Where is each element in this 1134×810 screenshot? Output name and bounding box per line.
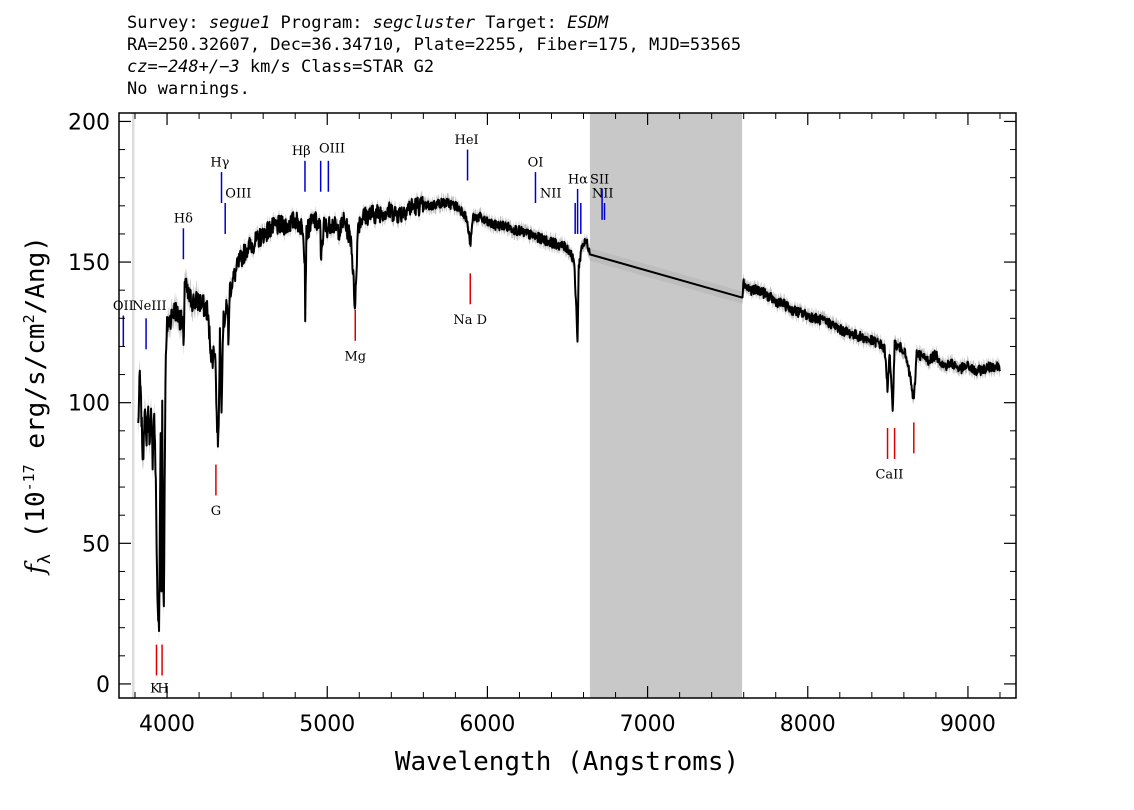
header-line-4: No warnings.	[127, 79, 250, 99]
line-label-19: H	[157, 681, 168, 696]
line-label-3: Hγ	[210, 155, 229, 170]
line-label-0: OII	[113, 299, 134, 314]
line-label-9: OI	[528, 155, 544, 170]
x-tick-label-5: 9000	[940, 712, 996, 737]
line-label-15: Na D	[453, 313, 487, 328]
x-axis-title: Wavelength (Angstroms)	[395, 747, 739, 777]
x-tick-label-2: 6000	[459, 712, 515, 737]
y-tick-label-0: 0	[96, 673, 110, 698]
line-label-13: SII	[590, 172, 609, 187]
line-label-17: G	[211, 504, 221, 519]
line-label-14: NII	[592, 186, 614, 201]
redshift-value: cz=−248+/−3	[127, 57, 240, 77]
spectrum-line	[137, 195, 1001, 633]
y-axis-title: fλ (10-17 erg/s/cm2/Ang)	[20, 236, 55, 576]
y-tick-label-1: 50	[82, 532, 110, 557]
y-tick-label-4: 200	[68, 110, 110, 135]
program-value: segcluster	[372, 13, 476, 33]
line-label-1: NeIII	[132, 299, 166, 314]
spectrum-layer	[137, 195, 1001, 633]
line-label-10: NII	[540, 186, 562, 201]
survey-value: segue1	[208, 13, 271, 33]
header-line-3: cz=−248+/−3 km/s Class=STAR G2	[127, 56, 741, 78]
line-label-11: Hα	[568, 172, 588, 187]
target-label: Target:	[475, 13, 568, 33]
class-text: km/s Class=STAR G2	[239, 57, 435, 77]
y-tick-label-2: 100	[68, 392, 110, 417]
y-tick-label-3: 150	[68, 251, 110, 276]
header-line-1: Survey: segue1 Program: segcluster Targe…	[127, 12, 741, 34]
x-tick-label-1: 5000	[299, 712, 355, 737]
x-tick-label-4: 8000	[780, 712, 836, 737]
line-label-6: OIII	[319, 141, 345, 156]
line-label-5: Hβ	[292, 144, 311, 159]
spectrum-header: Survey: segue1 Program: segcluster Targe…	[127, 12, 741, 100]
error-band	[138, 190, 1000, 643]
line-label-18: K	[150, 681, 160, 696]
line-label-2: Hδ	[174, 212, 193, 227]
header-line-2: RA=250.32607, Dec=36.34710, Plate=2255, …	[127, 35, 742, 55]
program-label: Program:	[270, 13, 373, 33]
axis-ticks-layer: 4000 5000 6000 7000 8000 9000 0 50 100 150 200	[68, 110, 1016, 737]
left-edge-band	[132, 113, 135, 698]
line-label-16: Mg	[344, 350, 366, 365]
x-tick-label-3: 7000	[620, 712, 676, 737]
target-value: ESDM	[567, 13, 609, 33]
survey-label: Survey:	[127, 13, 209, 33]
masked-region-layer	[132, 113, 743, 698]
masked-region	[589, 113, 743, 698]
plot-frame	[118, 112, 1017, 699]
line-label-8: HeI	[455, 133, 479, 148]
error-band-layer	[138, 190, 1000, 643]
line-label-20: CaII	[875, 468, 903, 483]
line-label-4: OIII	[225, 186, 251, 201]
x-tick-label-0: 4000	[139, 712, 195, 737]
